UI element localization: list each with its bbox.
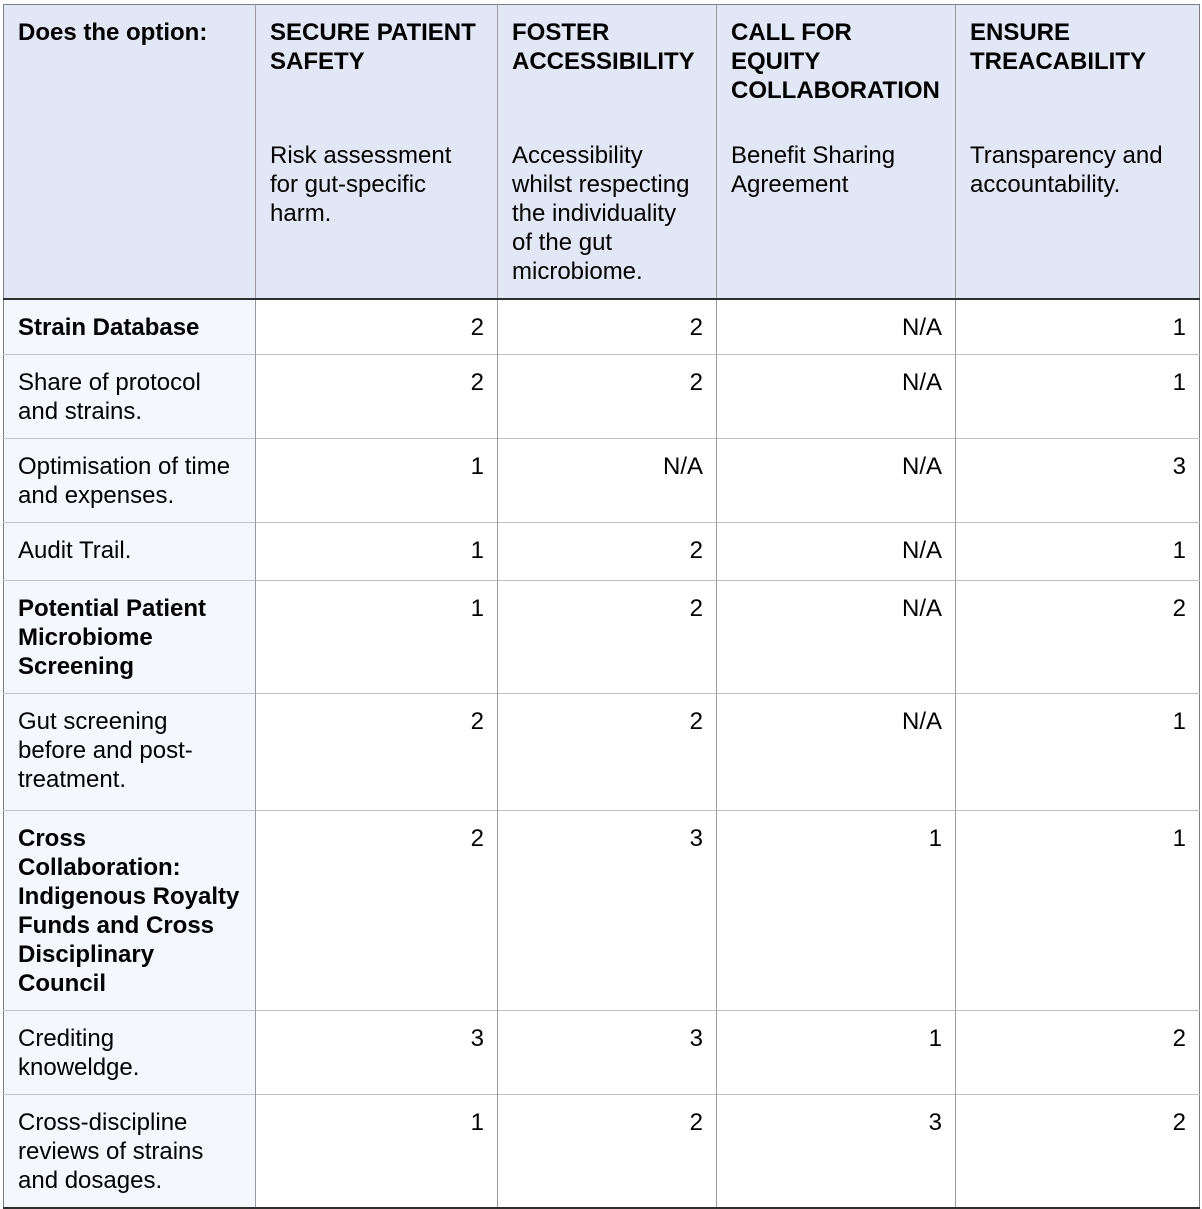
score-cell: 2 (255, 693, 498, 811)
score-cell: 2 (497, 580, 717, 694)
row-label: Cross-discipline reviews of strains and … (3, 1094, 256, 1208)
score-cell: 1 (255, 1094, 498, 1208)
score-cell: 3 (497, 1010, 717, 1095)
row-cross-collaboration-indigenous-royalty-funds: Cross Collaboration: Indigenous Royalty … (3, 810, 1200, 1011)
score-cell: 3 (955, 438, 1200, 523)
row-label: Share of protocol and strains. (3, 354, 256, 439)
column-title: CALL FOR EQUITY COLLABORATION (731, 19, 940, 104)
score-cell: 1 (955, 354, 1200, 439)
row-label: Optimisation of time and expenses. (3, 438, 256, 523)
row-crediting-knoweldge: Crediting knoweldge. 3 3 1 2 (3, 1010, 1200, 1095)
column-description: Accessibility whilst respecting the indi… (512, 142, 690, 285)
row-share-of-protocol-and-strains: Share of protocol and strains. 2 2 N/A 1 (3, 354, 1200, 439)
score-cell: 3 (716, 1094, 956, 1208)
column-header-foster-accessibility: FOSTER ACCESSIBILITY Accessibility whils… (497, 4, 717, 300)
score-cell: 2 (497, 1094, 717, 1208)
row-optimisation-of-time-and-expenses: Optimisation of time and expenses. 1 N/A… (3, 438, 1200, 523)
row-label: Audit Trail. (3, 522, 256, 581)
column-header-call-for-equity-collaboration: CALL FOR EQUITY COLLABORATION Benefit Sh… (716, 4, 956, 300)
row-label: Cross Collaboration: Indigenous Royalty … (3, 810, 256, 1011)
score-cell: 2 (955, 1094, 1200, 1208)
column-description: Risk assessment for gut-specific harm. (270, 142, 452, 227)
column-header-secure-patient-safety: SECURE PATIENT SAFETY Risk assessment fo… (255, 4, 498, 300)
score-cell: 2 (497, 522, 717, 581)
score-cell: N/A (716, 354, 956, 439)
column-title: FOSTER ACCESSIBILITY (512, 19, 695, 75)
table-body: Strain Database 2 2 N/A 1 Share of proto… (3, 299, 1200, 1208)
score-cell: 2 (497, 354, 717, 439)
score-cell: 1 (255, 438, 498, 523)
column-description: Transparency and accountability. (970, 142, 1163, 198)
score-cell: 1 (955, 299, 1200, 355)
score-cell: 3 (255, 1010, 498, 1095)
score-cell: 2 (255, 810, 498, 1011)
column-title: SECURE PATIENT SAFETY (270, 19, 476, 75)
corner-header-cell: Does the option: (3, 4, 256, 300)
score-cell: 1 (955, 810, 1200, 1011)
row-label: Strain Database (3, 299, 256, 355)
row-gut-screening-before-and-post-treatment: Gut screening before and post- treatment… (3, 693, 1200, 811)
score-cell: 1 (955, 522, 1200, 581)
score-cell: 1 (716, 810, 956, 1011)
decision-matrix-table: Does the option: SECURE PATIENT SAFETY R… (3, 4, 1200, 1209)
header-row: Does the option: SECURE PATIENT SAFETY R… (3, 4, 1200, 300)
corner-header-label: Does the option: (18, 19, 208, 46)
score-cell: 3 (497, 810, 717, 1011)
score-cell: 2 (255, 354, 498, 439)
score-cell: 2 (955, 1010, 1200, 1095)
score-cell: 1 (255, 580, 498, 694)
row-audit-trail: Audit Trail. 1 2 N/A 1 (3, 522, 1200, 581)
score-cell: N/A (716, 693, 956, 811)
column-header-ensure-treacability: ENSURE TREACABILITY Transparency and acc… (955, 4, 1200, 300)
score-cell: N/A (497, 438, 717, 523)
row-strain-database: Strain Database 2 2 N/A 1 (3, 299, 1200, 355)
column-title: ENSURE TREACABILITY (970, 19, 1146, 75)
score-cell: 2 (497, 693, 717, 811)
score-cell: 1 (255, 522, 498, 581)
row-potential-patient-microbiome-screening: Potential Patient Microbiome Screening 1… (3, 580, 1200, 694)
row-label: Gut screening before and post- treatment… (3, 693, 256, 811)
row-label: Potential Patient Microbiome Screening (3, 580, 256, 694)
score-cell: N/A (716, 299, 956, 355)
score-cell: 2 (955, 580, 1200, 694)
row-label: Crediting knoweldge. (3, 1010, 256, 1095)
score-cell: N/A (716, 580, 956, 694)
row-cross-discipline-reviews: Cross-discipline reviews of strains and … (3, 1094, 1200, 1208)
table-header: Does the option: SECURE PATIENT SAFETY R… (3, 4, 1200, 300)
score-cell: N/A (716, 438, 956, 523)
score-cell: 2 (497, 299, 717, 355)
score-cell: 2 (255, 299, 498, 355)
score-cell: N/A (716, 522, 956, 581)
column-description: Benefit Sharing Agreement (731, 142, 896, 198)
score-cell: 1 (955, 693, 1200, 811)
score-cell: 1 (716, 1010, 956, 1095)
